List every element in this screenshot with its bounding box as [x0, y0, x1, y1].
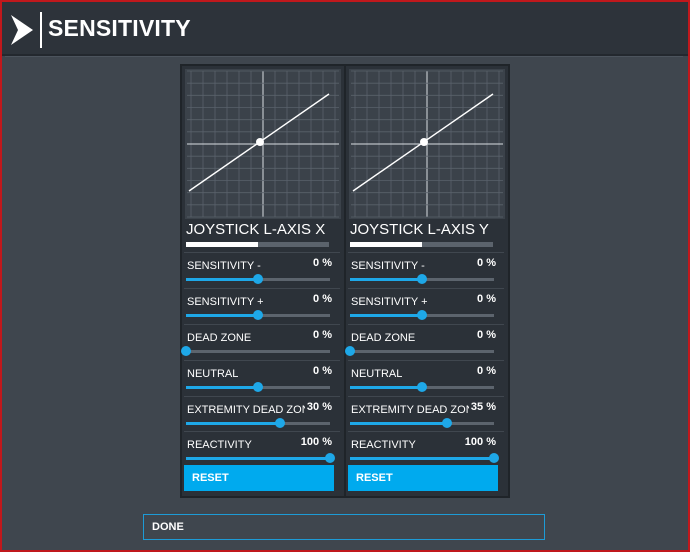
- slider-knob[interactable]: [417, 382, 427, 392]
- axis-position-fill: [186, 242, 258, 247]
- setting-value: 0 %: [477, 365, 496, 377]
- reactivity-slider[interactable]: [350, 453, 499, 463]
- setting-label: SENSITIVITY -: [187, 260, 261, 272]
- dead-zone-slider[interactable]: [345, 346, 494, 356]
- setting-label: SENSITIVITY +: [351, 296, 428, 308]
- setting-row-dead-zone: DEAD ZONE 0 %: [345, 324, 504, 359]
- setting-value: 0 %: [313, 329, 332, 341]
- setting-value: 100 %: [464, 436, 496, 448]
- setting-row-neutral: NEUTRAL 0 %: [184, 360, 340, 395]
- done-button[interactable]: DONE: [143, 514, 545, 540]
- slider-knob[interactable]: [253, 274, 263, 284]
- setting-row-dead-zone: DEAD ZONE 0 %: [181, 324, 340, 359]
- slider-knob[interactable]: [345, 346, 355, 356]
- slider-fill: [186, 422, 280, 425]
- slider-knob[interactable]: [274, 418, 285, 428]
- content-divider: [5, 56, 683, 57]
- axis-name: JOYSTICK L-AXIS X: [186, 221, 326, 238]
- setting-label: REACTIVITY: [187, 439, 252, 451]
- axis-panel-x: JOYSTICK L-AXIS X SENSITIVITY - 0 % SENS…: [180, 64, 346, 498]
- reactivity-slider[interactable]: [186, 453, 335, 463]
- setting-label: REACTIVITY: [351, 439, 416, 451]
- sensitivity-plus-slider[interactable]: [350, 310, 494, 320]
- slider-knob[interactable]: [253, 382, 263, 392]
- axis-position-bar: [350, 242, 493, 247]
- chevron-right-logo-icon: [11, 15, 33, 45]
- slider-fill: [350, 457, 494, 460]
- extremity-dead-zone-slider[interactable]: [186, 418, 330, 428]
- axis-name: JOYSTICK L-AXIS Y: [350, 221, 489, 238]
- setting-value: 100 %: [300, 436, 332, 448]
- slider-fill: [186, 457, 330, 460]
- sensitivity-curve: [187, 70, 339, 218]
- slider-fill: [186, 278, 258, 281]
- slider-fill: [350, 314, 422, 317]
- setting-row-sensitivity-minus: SENSITIVITY - 0 %: [184, 252, 340, 287]
- setting-label: SENSITIVITY -: [351, 260, 425, 272]
- center-point-marker: [256, 138, 264, 146]
- setting-value: 0 %: [477, 257, 496, 269]
- slider-knob[interactable]: [417, 274, 427, 284]
- slider-knob[interactable]: [442, 418, 453, 428]
- sensitivity-minus-slider[interactable]: [350, 274, 494, 284]
- axis-position-bar: [186, 242, 329, 247]
- slider-knob[interactable]: [253, 310, 263, 320]
- setting-row-sensitivity-minus: SENSITIVITY - 0 %: [348, 252, 504, 287]
- axis-position-fill: [350, 242, 422, 247]
- slider-fill: [350, 278, 422, 281]
- slider-knob[interactable]: [489, 453, 499, 463]
- setting-value: 0 %: [313, 293, 332, 305]
- setting-value: 0 %: [313, 365, 332, 377]
- setting-row-neutral: NEUTRAL 0 %: [348, 360, 504, 395]
- sensitivity-minus-slider[interactable]: [186, 274, 330, 284]
- slider-fill: [350, 422, 448, 425]
- slider-knob[interactable]: [181, 346, 191, 356]
- page-title: SENSITIVITY: [48, 15, 191, 41]
- slider-fill: [350, 386, 422, 389]
- reset-button[interactable]: RESET: [348, 465, 498, 491]
- slider-fill: [186, 314, 258, 317]
- sensitivity-curve-graph: [185, 69, 341, 219]
- sensitivity-plus-slider[interactable]: [186, 310, 330, 320]
- setting-row-sensitivity-plus: SENSITIVITY + 0 %: [184, 288, 340, 323]
- slider-fill: [186, 386, 258, 389]
- setting-label: EXTREMITY DEAD ZONE: [187, 404, 305, 416]
- setting-value: 30 %: [306, 401, 332, 413]
- extremity-dead-zone-slider[interactable]: [350, 418, 494, 428]
- axis-panel-y: JOYSTICK L-AXIS Y SENSITIVITY - 0 % SENS…: [344, 64, 510, 498]
- setting-value: 0 %: [477, 293, 496, 305]
- setting-label: DEAD ZONE: [187, 332, 252, 344]
- setting-value: 0 %: [313, 257, 332, 269]
- setting-label: NEUTRAL: [187, 368, 239, 380]
- slider-knob[interactable]: [417, 310, 427, 320]
- slider-knob[interactable]: [325, 453, 335, 463]
- setting-value: 35 %: [470, 401, 496, 413]
- setting-row-extremity-dead-zone: EXTREMITY DEAD ZONE 35 %: [348, 396, 504, 431]
- sensitivity-curve-graph: [349, 69, 505, 219]
- setting-label: DEAD ZONE: [351, 332, 416, 344]
- setting-row-reactivity: REACTIVITY 100 %: [348, 431, 504, 466]
- neutral-slider[interactable]: [186, 382, 330, 392]
- dead-zone-slider[interactable]: [181, 346, 330, 356]
- reset-button[interactable]: RESET: [184, 465, 334, 491]
- setting-value: 0 %: [477, 329, 496, 341]
- center-point-marker: [420, 138, 428, 146]
- setting-row-sensitivity-plus: SENSITIVITY + 0 %: [348, 288, 504, 323]
- setting-label: EXTREMITY DEAD ZONE: [351, 404, 469, 416]
- setting-label: SENSITIVITY +: [187, 296, 264, 308]
- setting-label: NEUTRAL: [351, 368, 403, 380]
- setting-row-extremity-dead-zone: EXTREMITY DEAD ZONE 30 %: [184, 396, 340, 431]
- header-divider: [40, 12, 42, 48]
- neutral-slider[interactable]: [350, 382, 494, 392]
- sensitivity-curve: [351, 70, 503, 218]
- setting-row-reactivity: REACTIVITY 100 %: [184, 431, 340, 466]
- header-bar: SENSITIVITY: [2, 2, 688, 56]
